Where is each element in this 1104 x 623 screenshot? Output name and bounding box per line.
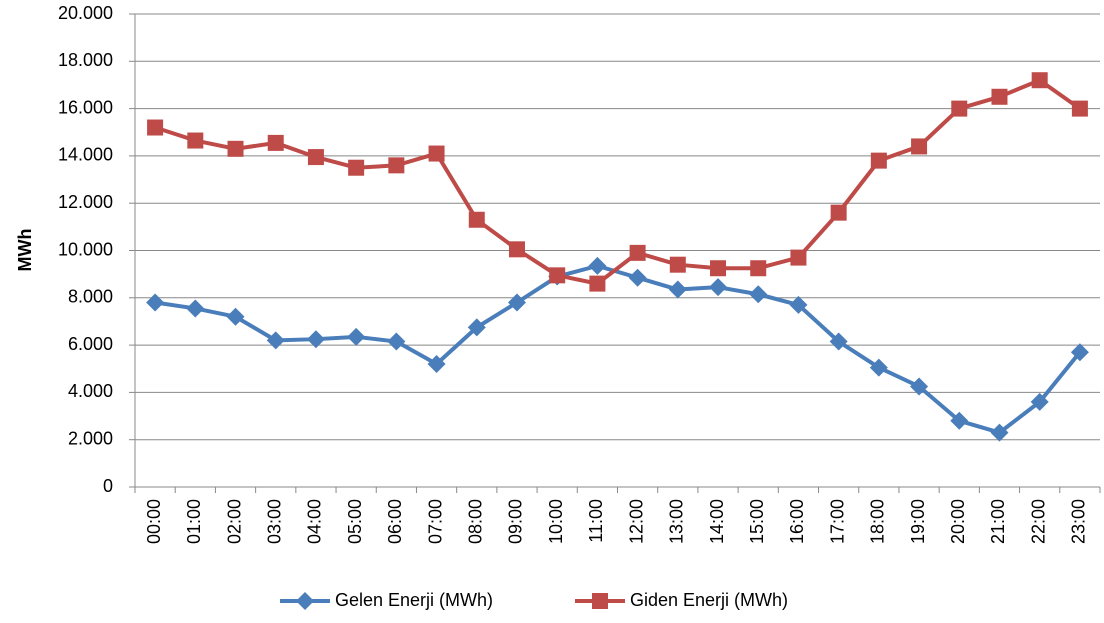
data-point	[991, 88, 1008, 105]
x-tick-label: 12:00	[626, 499, 646, 544]
data-point	[227, 140, 244, 157]
data-point	[710, 260, 727, 277]
x-tick-label: 18:00	[868, 499, 888, 544]
data-point	[387, 332, 406, 351]
x-tick-label: 01:00	[184, 499, 204, 544]
data-point	[428, 145, 445, 162]
data-point	[951, 100, 968, 117]
data-point	[789, 295, 808, 314]
data-point	[1071, 100, 1088, 117]
data-point	[1070, 343, 1089, 362]
y-tick-label: 14.000	[58, 145, 113, 165]
data-point	[588, 256, 607, 275]
y-tick-label: 0	[103, 476, 113, 496]
x-tick-label: 22:00	[1028, 499, 1048, 544]
x-tick-label: 13:00	[667, 499, 687, 544]
legend-label: Gelen Enerji (MWh)	[335, 590, 493, 610]
data-point	[507, 293, 526, 312]
x-tick-label: 10:00	[546, 499, 566, 544]
data-point	[990, 423, 1009, 442]
series-line	[154, 263, 1082, 435]
data-point	[508, 241, 525, 258]
y-tick-label: 18.000	[58, 50, 113, 70]
x-tick-label: 16:00	[787, 499, 807, 544]
y-tick-label: 4.000	[68, 381, 113, 401]
y-tick-label: 2.000	[68, 428, 113, 448]
data-point	[709, 278, 728, 297]
legend-marker	[296, 592, 314, 610]
y-tick-label: 16.000	[58, 97, 113, 117]
x-tick-label: 11:00	[586, 499, 606, 543]
data-point	[266, 331, 285, 350]
y-tick-label: 10.000	[58, 239, 113, 259]
x-tick-label: 14:00	[707, 499, 727, 544]
x-tick-label: 17:00	[827, 499, 847, 544]
x-tick-label: 02:00	[224, 499, 244, 544]
data-point	[628, 268, 647, 287]
data-point	[146, 293, 165, 312]
data-point	[910, 377, 929, 396]
data-point	[186, 299, 205, 318]
data-point	[1031, 72, 1048, 89]
data-point	[589, 275, 606, 292]
y-tick-label: 20.000	[58, 3, 113, 23]
data-point	[870, 152, 887, 169]
data-point	[1030, 392, 1049, 411]
data-point	[347, 327, 366, 346]
data-point	[226, 307, 245, 326]
data-point	[348, 159, 365, 176]
data-point	[829, 332, 848, 351]
data-point	[187, 132, 204, 149]
x-tick-label: 05:00	[345, 499, 365, 544]
data-point	[267, 134, 284, 151]
data-point	[911, 138, 928, 155]
series-line	[154, 78, 1082, 286]
x-tick-label: 20:00	[948, 499, 968, 544]
x-tick-label: 23:00	[1069, 499, 1089, 544]
data-point	[467, 318, 486, 337]
x-tick-label: 15:00	[747, 499, 767, 544]
data-point	[668, 280, 687, 299]
data-point	[307, 149, 324, 166]
data-point	[388, 157, 405, 174]
data-point	[749, 285, 768, 304]
data-point	[750, 260, 767, 277]
y-tick-label: 12.000	[58, 192, 113, 212]
data-point	[468, 211, 485, 228]
y-tick-label: 8.000	[68, 287, 113, 307]
y-tick-label: 6.000	[68, 334, 113, 354]
x-tick-label: 04:00	[305, 499, 325, 544]
data-point	[950, 411, 969, 430]
x-tick-label: 07:00	[425, 499, 445, 544]
x-tick-label: 08:00	[466, 499, 486, 544]
y-axis-label: MWh	[15, 229, 35, 272]
x-tick-label: 06:00	[385, 499, 405, 544]
data-point	[147, 119, 164, 136]
legend-label: Giden Enerji (MWh)	[630, 590, 788, 610]
x-tick-label: 00:00	[144, 499, 164, 544]
data-point	[669, 256, 686, 273]
legend-marker	[592, 593, 608, 609]
data-point	[629, 244, 646, 261]
x-tick-label: 19:00	[908, 499, 928, 544]
data-point	[869, 358, 888, 377]
data-point	[306, 330, 325, 349]
x-tick-label: 21:00	[988, 499, 1008, 544]
data-point	[830, 204, 847, 221]
data-point	[790, 249, 807, 266]
data-point	[549, 267, 566, 284]
data-point	[427, 355, 446, 374]
x-tick-label: 09:00	[506, 499, 526, 544]
x-tick-label: 03:00	[264, 499, 284, 544]
